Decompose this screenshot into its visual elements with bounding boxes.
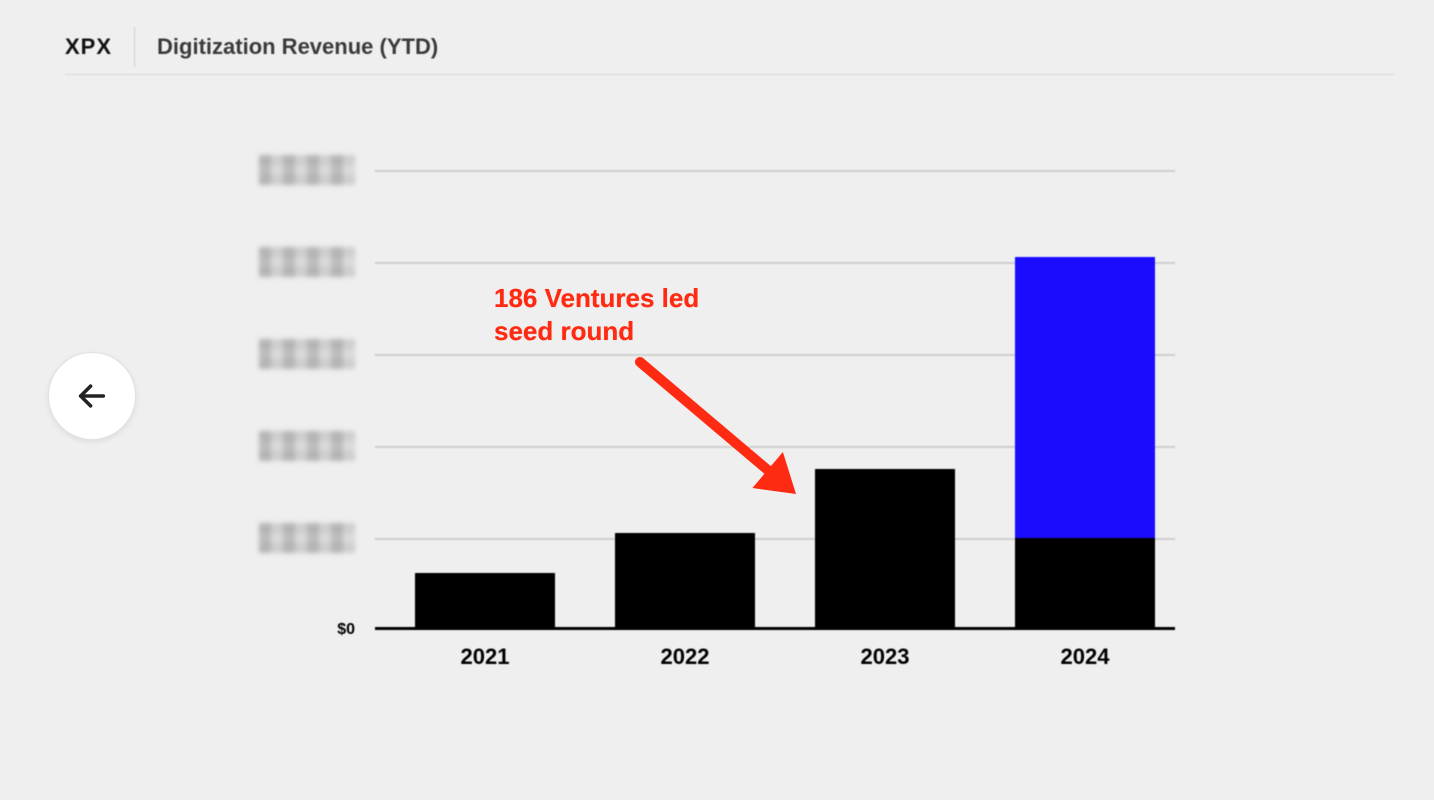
gridline (375, 170, 1175, 172)
x-axis-label: 2021 (415, 630, 555, 670)
x-axis-label: 2024 (1015, 630, 1155, 670)
y-axis-label-redacted (255, 339, 355, 369)
back-button[interactable] (48, 352, 136, 440)
redacted-block (259, 523, 355, 553)
slide-title: Digitization Revenue (YTD) (157, 34, 438, 60)
y-axis-label-redacted (255, 523, 355, 553)
y-axis-label-redacted (255, 431, 355, 461)
redacted-block (259, 339, 355, 369)
bar-segment (1015, 257, 1155, 538)
x-axis-label: 2023 (815, 630, 955, 670)
redacted-block (259, 247, 355, 277)
redacted-block (259, 155, 355, 185)
y-axis-label-redacted (255, 247, 355, 277)
arrow-left-icon (75, 379, 109, 413)
brand-logo: XPX (65, 27, 135, 67)
slide-header: XPX Digitization Revenue (YTD) (65, 20, 1394, 75)
redacted-block (259, 431, 355, 461)
bar-segment (1015, 538, 1155, 630)
y-axis-label: $0 (255, 621, 355, 639)
annotation-arrow-icon (590, 312, 846, 544)
annotation-line-1: 186 Ventures led (494, 283, 699, 313)
y-axis-label-redacted (255, 155, 355, 185)
x-axis-label: 2022 (615, 630, 755, 670)
bar-segment (615, 533, 755, 630)
bar-segment (415, 573, 555, 630)
